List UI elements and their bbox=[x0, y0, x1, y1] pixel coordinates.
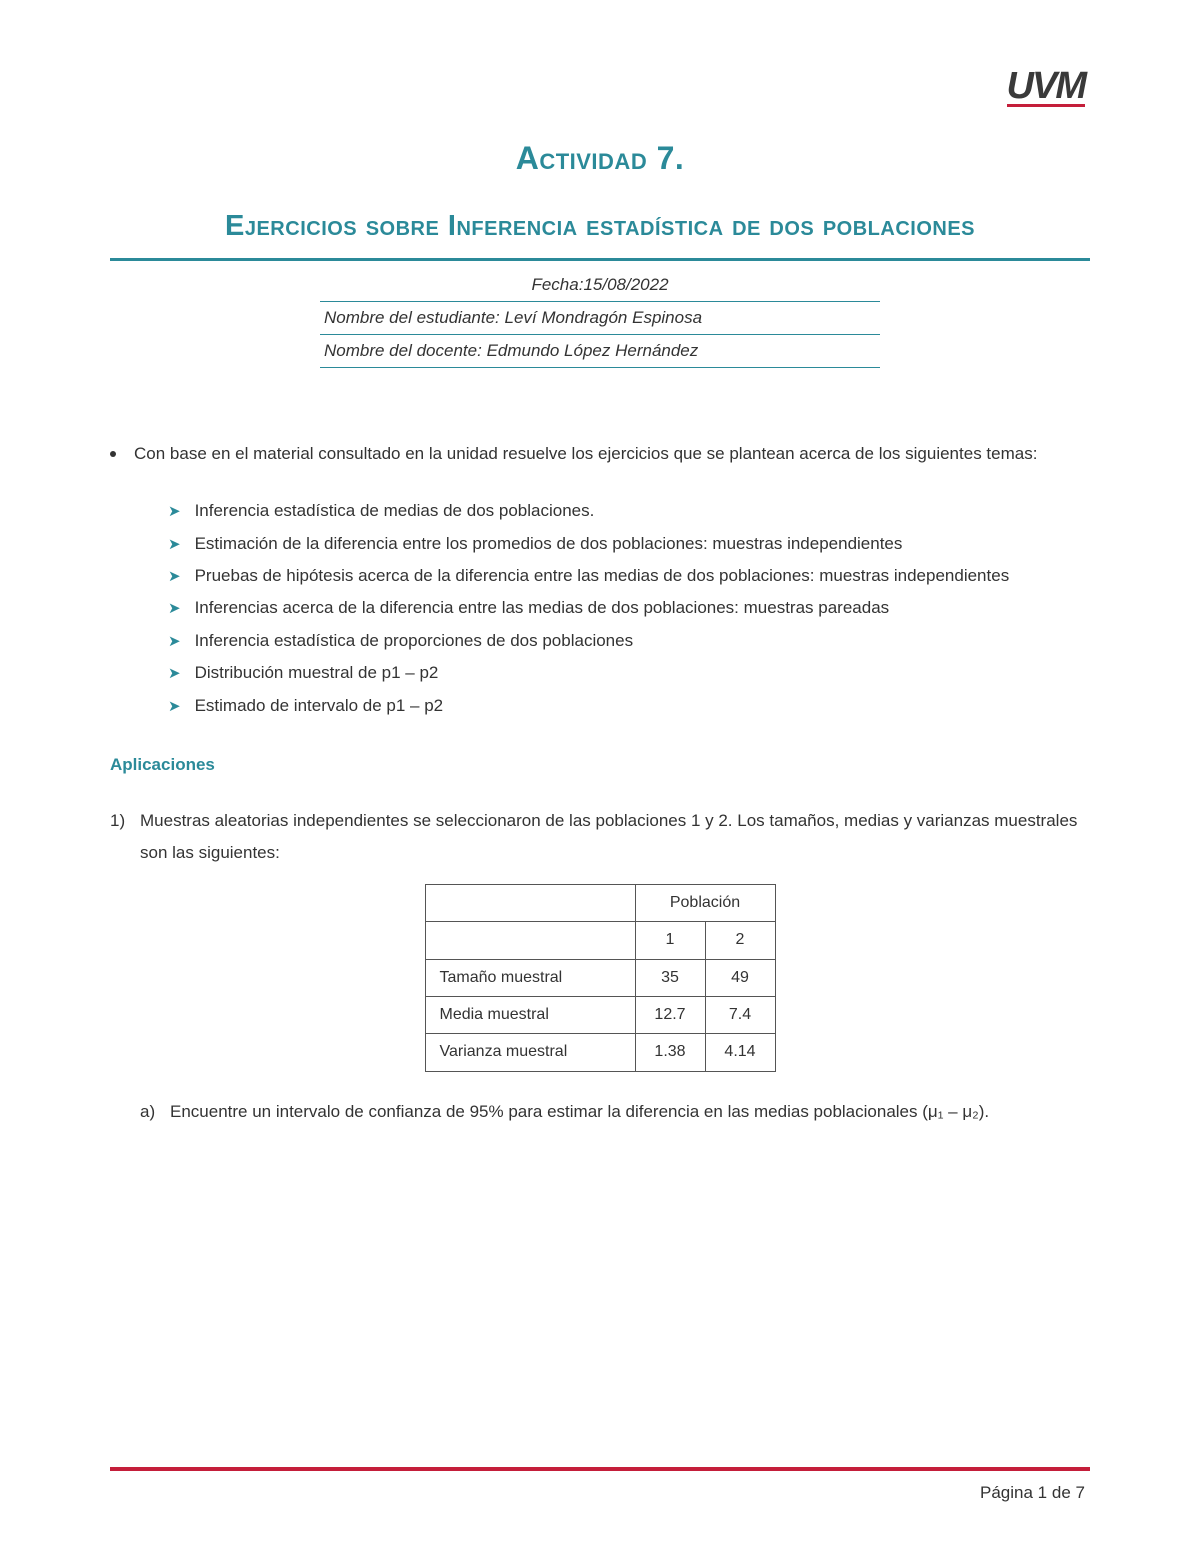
table-col-2: 2 bbox=[705, 922, 775, 959]
table-row: Tamaño muestral 35 49 bbox=[425, 959, 775, 996]
table-cell: 12.7 bbox=[635, 996, 705, 1033]
applications-heading: Aplicaciones bbox=[110, 749, 1090, 781]
uvm-logo: UVM bbox=[1007, 70, 1085, 107]
page-current: 1 bbox=[1038, 1483, 1047, 1502]
arrow-icon: ➤ bbox=[168, 597, 181, 621]
table-cell: 1.38 bbox=[635, 1034, 705, 1071]
exercise-1: 1) Muestras aleatorias independientes se… bbox=[110, 805, 1090, 870]
sub-question-a: a) Encuentre un intervalo de confianza d… bbox=[140, 1096, 1090, 1128]
table-header-span: Población bbox=[635, 884, 775, 921]
table-cell: 49 bbox=[705, 959, 775, 996]
table-row-label: Varianza muestral bbox=[425, 1034, 635, 1071]
page-number: Página 1 de 7 bbox=[980, 1483, 1085, 1503]
date-value: 15/08/2022 bbox=[583, 275, 668, 294]
student-value: Leví Mondragón Espinosa bbox=[505, 308, 703, 327]
bullet-dot-icon bbox=[110, 451, 116, 457]
logo-text: UVM bbox=[1007, 65, 1085, 107]
arrow-icon: ➤ bbox=[168, 565, 181, 589]
population-table: Población 1 2 Tamaño muestral 35 49 Medi… bbox=[425, 884, 776, 1072]
activity-title: Actividad 7. bbox=[110, 140, 1090, 177]
intro-text: Con base en el material consultado en la… bbox=[134, 438, 1037, 470]
topic-text: Distribución muestral de p1 – p2 bbox=[195, 660, 439, 686]
table-row: Población bbox=[425, 884, 775, 921]
date-row: Fecha:15/08/2022 bbox=[320, 269, 880, 302]
arrow-icon: ➤ bbox=[168, 662, 181, 686]
page-label: Página bbox=[980, 1483, 1033, 1502]
topics-list: ➤ Inferencia estadística de medias de dos… bbox=[168, 498, 1090, 718]
table-cell-empty bbox=[425, 922, 635, 959]
list-item: ➤ Inferencias acerca de la diferencia ent… bbox=[168, 595, 1090, 621]
topic-text: Inferencias acerca de la diferencia entr… bbox=[195, 595, 890, 621]
teacher-value: Edmundo López Hernández bbox=[487, 341, 699, 360]
table-col-1: 1 bbox=[635, 922, 705, 959]
list-item: ➤ Estimado de intervalo de p1 – p2 bbox=[168, 693, 1090, 719]
content-body: Con base en el material consultado en la… bbox=[110, 438, 1090, 1128]
title-divider bbox=[110, 258, 1090, 261]
footer-divider bbox=[110, 1467, 1090, 1471]
list-item: ➤ Inferencia estadística de proporciones … bbox=[168, 628, 1090, 654]
arrow-icon: ➤ bbox=[168, 630, 181, 654]
teacher-label: Nombre del docente: bbox=[324, 341, 482, 360]
list-item: ➤ Distribución muestral de p1 – p2 bbox=[168, 660, 1090, 686]
teacher-row: Nombre del docente: Edmundo López Hernán… bbox=[320, 335, 880, 368]
list-item: ➤ Estimación de la diferencia entre los p… bbox=[168, 531, 1090, 557]
table-row-label: Media muestral bbox=[425, 996, 635, 1033]
topic-text: Estimación de la diferencia entre los pr… bbox=[195, 531, 903, 557]
arrow-icon: ➤ bbox=[168, 533, 181, 557]
list-item: ➤ Pruebas de hipótesis acerca de la difer… bbox=[168, 563, 1090, 589]
exercise-text: Muestras aleatorias independientes se se… bbox=[140, 805, 1090, 870]
table-row: 1 2 bbox=[425, 922, 775, 959]
intro-bullet: Con base en el material consultado en la… bbox=[110, 438, 1090, 470]
table-row: Varianza muestral 1.38 4.14 bbox=[425, 1034, 775, 1071]
topic-text: Inferencia estadística de proporciones d… bbox=[195, 628, 634, 654]
sub-formula: (μ₁ – μ₂). bbox=[922, 1102, 989, 1121]
sub-text-before: Encuentre un intervalo de confianza de 9… bbox=[170, 1102, 922, 1121]
info-block: Fecha:15/08/2022 Nombre del estudiante: … bbox=[320, 269, 880, 368]
date-label: Fecha: bbox=[531, 275, 583, 294]
table-row-label: Tamaño muestral bbox=[425, 959, 635, 996]
table-cell-empty bbox=[425, 884, 635, 921]
sub-text: Encuentre un intervalo de confianza de 9… bbox=[170, 1096, 989, 1128]
table-cell: 35 bbox=[635, 959, 705, 996]
list-item: ➤ Inferencia estadística de medias de dos… bbox=[168, 498, 1090, 524]
exercise-number: 1) bbox=[110, 805, 140, 870]
student-row: Nombre del estudiante: Leví Mondragón Es… bbox=[320, 302, 880, 335]
table-cell: 7.4 bbox=[705, 996, 775, 1033]
arrow-icon: ➤ bbox=[168, 500, 181, 524]
table-cell: 4.14 bbox=[705, 1034, 775, 1071]
table-row: Media muestral 12.7 7.4 bbox=[425, 996, 775, 1033]
page-of: de bbox=[1052, 1483, 1071, 1502]
topic-text: Pruebas de hipótesis acerca de la difere… bbox=[195, 563, 1010, 589]
topic-text: Inferencia estadística de medias de dos … bbox=[195, 498, 595, 524]
arrow-icon: ➤ bbox=[168, 695, 181, 719]
student-label: Nombre del estudiante: bbox=[324, 308, 500, 327]
sub-letter: a) bbox=[140, 1096, 170, 1128]
topic-text: Estimado de intervalo de p1 – p2 bbox=[195, 693, 444, 719]
activity-subtitle: Ejercicios sobre Inferencia estadística … bbox=[110, 207, 1090, 246]
page-total: 7 bbox=[1076, 1483, 1085, 1502]
